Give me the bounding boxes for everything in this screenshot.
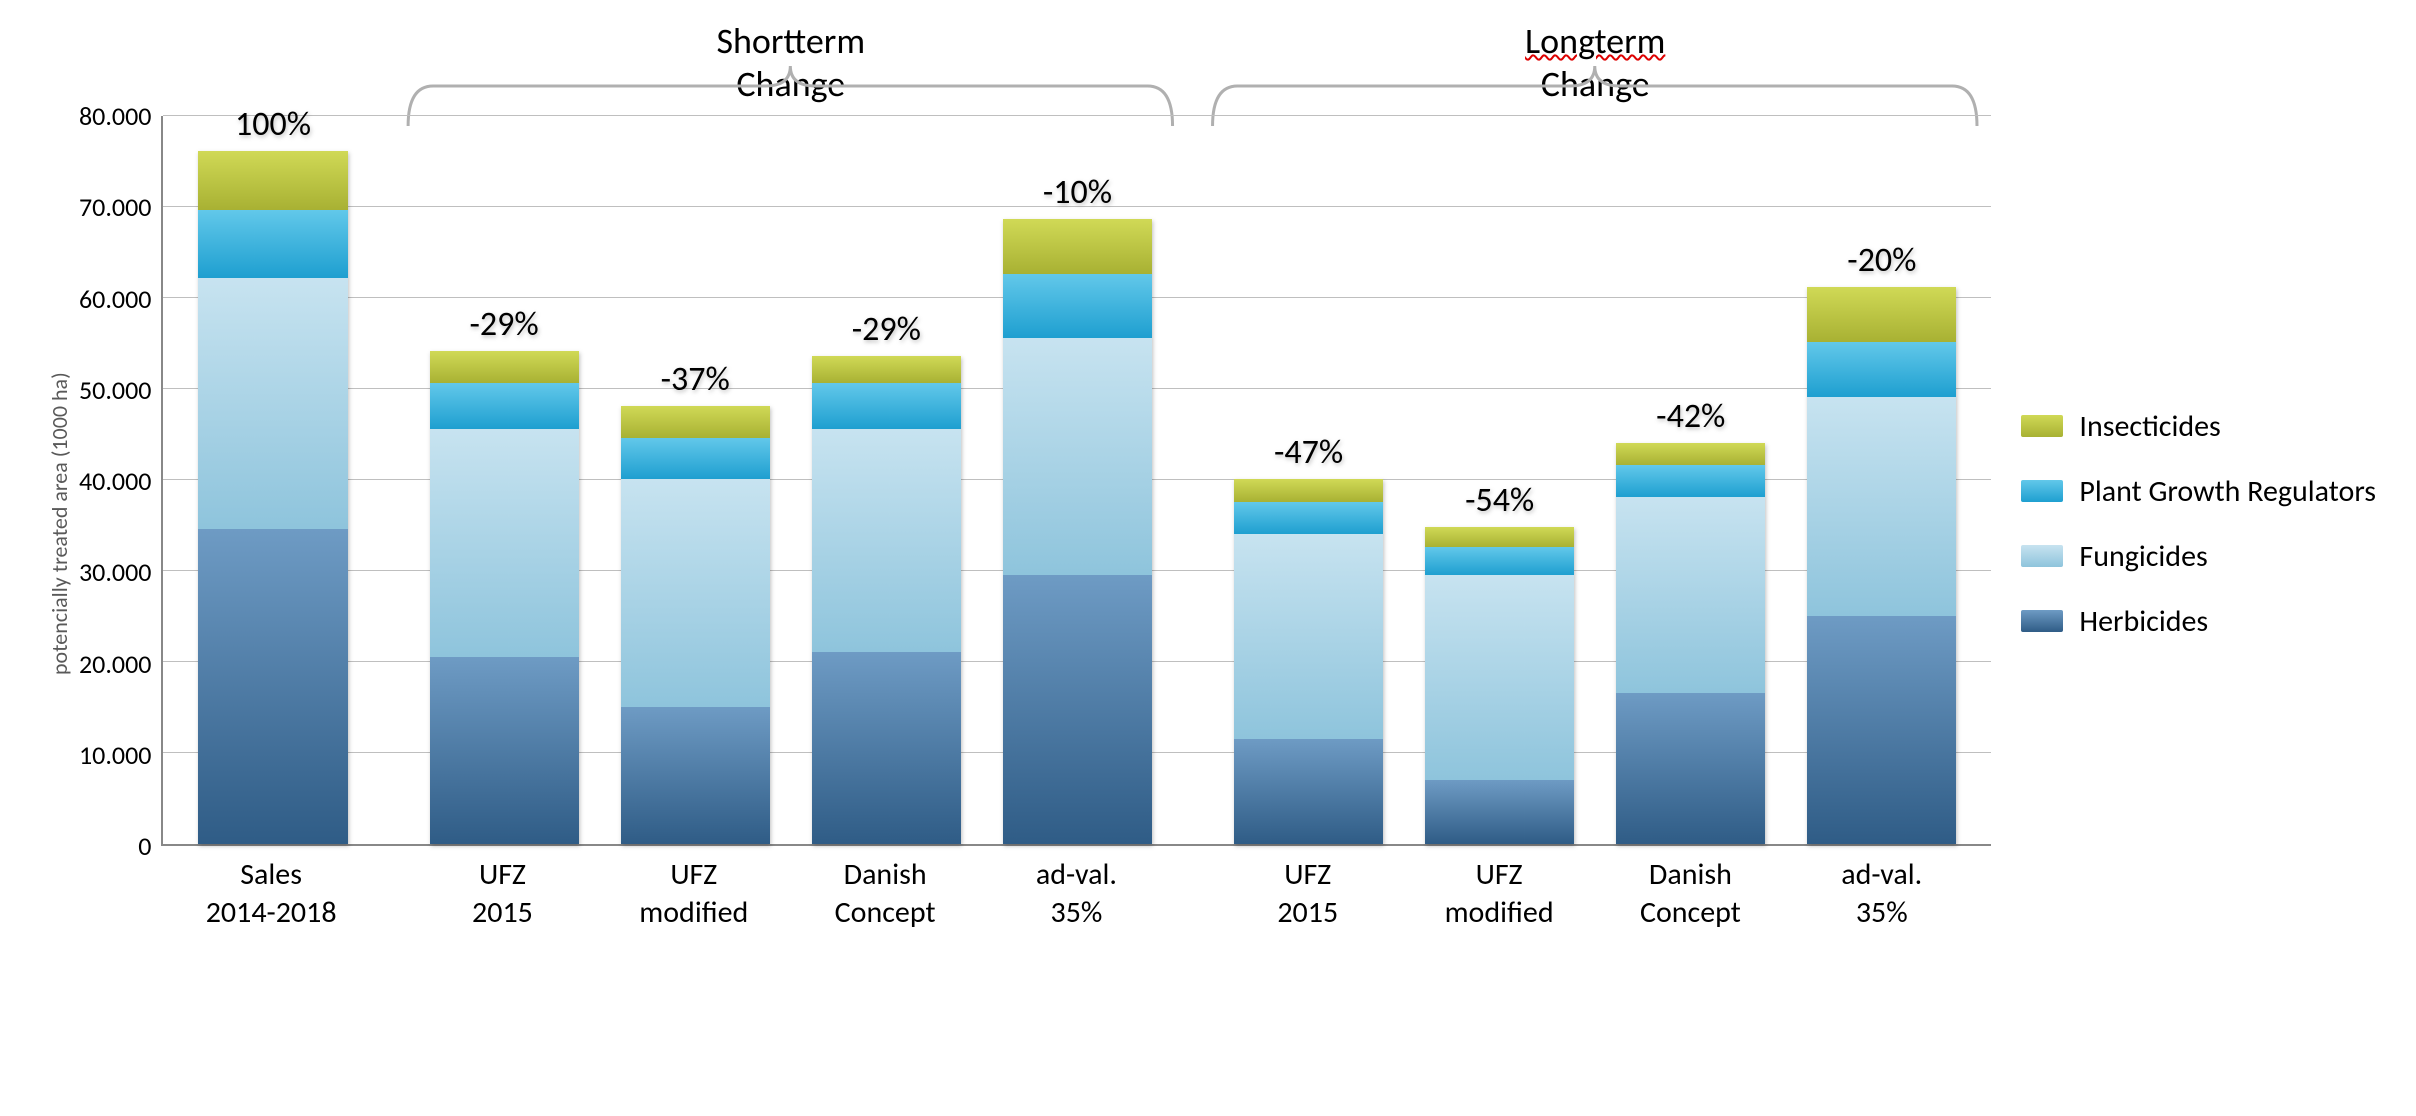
bar: -47% — [1234, 479, 1383, 844]
x-tick-label: ad-val.35% — [1786, 856, 1977, 931]
x-tick-label: Sales2014-2018 — [175, 856, 366, 931]
chart-body: potencially treated area (1000 ha) 80.00… — [40, 116, 2376, 931]
bar-segment-pgr — [1616, 465, 1765, 497]
group-title: LongtermChange — [1445, 20, 1745, 106]
plot-area: 100% -29% -37% -29% -10% -47% -54% -42% -20% — [161, 116, 1991, 846]
legend-swatch — [2021, 610, 2063, 632]
bar-slot: -29% — [409, 116, 600, 844]
x-tick-label: UFZ2015 — [1212, 856, 1403, 931]
legend-label: Fungicides — [2079, 538, 2207, 575]
bar-pct-label: -47% — [1274, 432, 1343, 473]
x-axis-labels: Sales2014-2018UFZ2015UFZmodifiedDanishCo… — [161, 846, 1991, 931]
bar-segment-insecticides — [430, 351, 579, 383]
x-tick-label: ad-val.35% — [981, 856, 1172, 931]
bar-segment-herbicides — [1234, 739, 1383, 844]
bar-segment-fungicides — [812, 429, 961, 653]
bar-segment-fungicides — [1807, 397, 1956, 616]
bar: -29% — [812, 356, 961, 844]
bar-segment-fungicides — [621, 479, 770, 707]
bar-segment-pgr — [1003, 274, 1152, 338]
legend-label: Herbicides — [2079, 603, 2208, 640]
bar-slot: -20% — [1786, 116, 1977, 844]
bar: -42% — [1616, 443, 1765, 845]
y-axis-label: potencially treated area (1000 ha) — [40, 116, 79, 931]
bar-segment-insecticides — [812, 356, 961, 383]
x-tick-label: DanishConcept — [1595, 856, 1786, 931]
legend-item-insecticides: Insecticides — [2021, 408, 2376, 445]
bar-segment-herbicides — [1616, 693, 1765, 844]
legend: Insecticides Plant Growth Regulators Fungi… — [1991, 116, 2376, 931]
bar-segment-fungicides — [1003, 338, 1152, 575]
bar-pct-label: -54% — [1465, 480, 1534, 521]
bars-layer: 100% -29% -37% -29% -10% -47% -54% -42% -20% — [163, 116, 1991, 844]
bar: -54% — [1425, 527, 1574, 844]
bar-segment-insecticides — [1003, 219, 1152, 274]
bar-segment-fungicides — [1234, 534, 1383, 739]
bar-segment-herbicides — [812, 652, 961, 844]
bar-segment-pgr — [621, 438, 770, 479]
bar-segment-insecticides — [621, 406, 770, 438]
x-tick-label: UFZmodified — [598, 856, 789, 931]
bar-segment-fungicides — [430, 429, 579, 657]
chart-container: ShorttermChange LongtermChange potenciall… — [40, 20, 2376, 931]
legend-label: Plant Growth Regulators — [2079, 473, 2376, 510]
bar: -10% — [1003, 219, 1152, 844]
legend-item-pgr: Plant Growth Regulators — [2021, 473, 2376, 510]
bar-segment-herbicides — [1425, 780, 1574, 844]
x-gap — [367, 856, 407, 931]
bar-segment-fungicides — [198, 278, 347, 529]
bar-slot: -10% — [982, 116, 1173, 844]
bar-segment-insecticides — [198, 151, 347, 210]
bar-pct-label: -29% — [470, 304, 539, 345]
bar-pct-label: -29% — [852, 309, 921, 350]
legend-swatch — [2021, 545, 2063, 567]
bar-slot: -37% — [600, 116, 791, 844]
bar-segment-pgr — [1234, 502, 1383, 534]
bar-slot: 100% — [177, 116, 368, 844]
bar-slot: -54% — [1404, 116, 1595, 844]
bar-segment-pgr — [1807, 342, 1956, 397]
y-axis-ticks: 80.00070.00060.00050.00040.00030.00020.0… — [79, 116, 161, 846]
legend-item-fungicides: Fungicides — [2021, 538, 2376, 575]
legend-swatch — [2021, 480, 2063, 502]
x-tick-label: DanishConcept — [789, 856, 980, 931]
bar-pct-label: 100% — [235, 104, 311, 145]
bar-pct-label: -20% — [1847, 240, 1916, 281]
legend-label: Insecticides — [2079, 408, 2220, 445]
x-gap — [1172, 856, 1212, 931]
legend-item-herbicides: Herbicides — [2021, 603, 2376, 640]
bar-pct-label: -37% — [661, 359, 730, 400]
plot-column: 100% -29% -37% -29% -10% -47% -54% -42% -20% Sal… — [161, 116, 1991, 931]
bar-segment-herbicides — [621, 707, 770, 844]
bar: -37% — [621, 406, 770, 844]
x-tick-label: UFZ2015 — [407, 856, 598, 931]
bar-pct-label: -42% — [1656, 396, 1725, 437]
bar-segment-pgr — [1425, 547, 1574, 574]
bar-slot: -29% — [791, 116, 982, 844]
bar-pct-label: -10% — [1043, 172, 1112, 213]
bar-segment-insecticides — [1425, 527, 1574, 547]
bar-segment-insecticides — [1616, 443, 1765, 466]
x-tick-label: UFZmodified — [1403, 856, 1594, 931]
bar-segment-insecticides — [1234, 479, 1383, 502]
bar-slot: -47% — [1213, 116, 1404, 844]
bar-segment-pgr — [812, 383, 961, 429]
bar-segment-herbicides — [430, 657, 579, 844]
group-titles: ShorttermChange LongtermChange — [40, 20, 2376, 110]
bar-segment-herbicides — [1807, 616, 1956, 844]
bar-segment-herbicides — [1003, 575, 1152, 844]
bar-segment-pgr — [430, 383, 579, 429]
bar-slot: -42% — [1595, 116, 1786, 844]
bar-segment-pgr — [198, 210, 347, 278]
group-title: ShorttermChange — [641, 20, 941, 106]
bar: -29% — [430, 351, 579, 844]
bar: 100% — [198, 151, 347, 845]
bar-segment-fungicides — [1425, 575, 1574, 780]
bar-segment-insecticides — [1807, 287, 1956, 342]
bar-segment-herbicides — [198, 529, 347, 844]
legend-swatch — [2021, 415, 2063, 437]
bar: -20% — [1807, 287, 1956, 844]
bar-segment-fungicides — [1616, 497, 1765, 693]
